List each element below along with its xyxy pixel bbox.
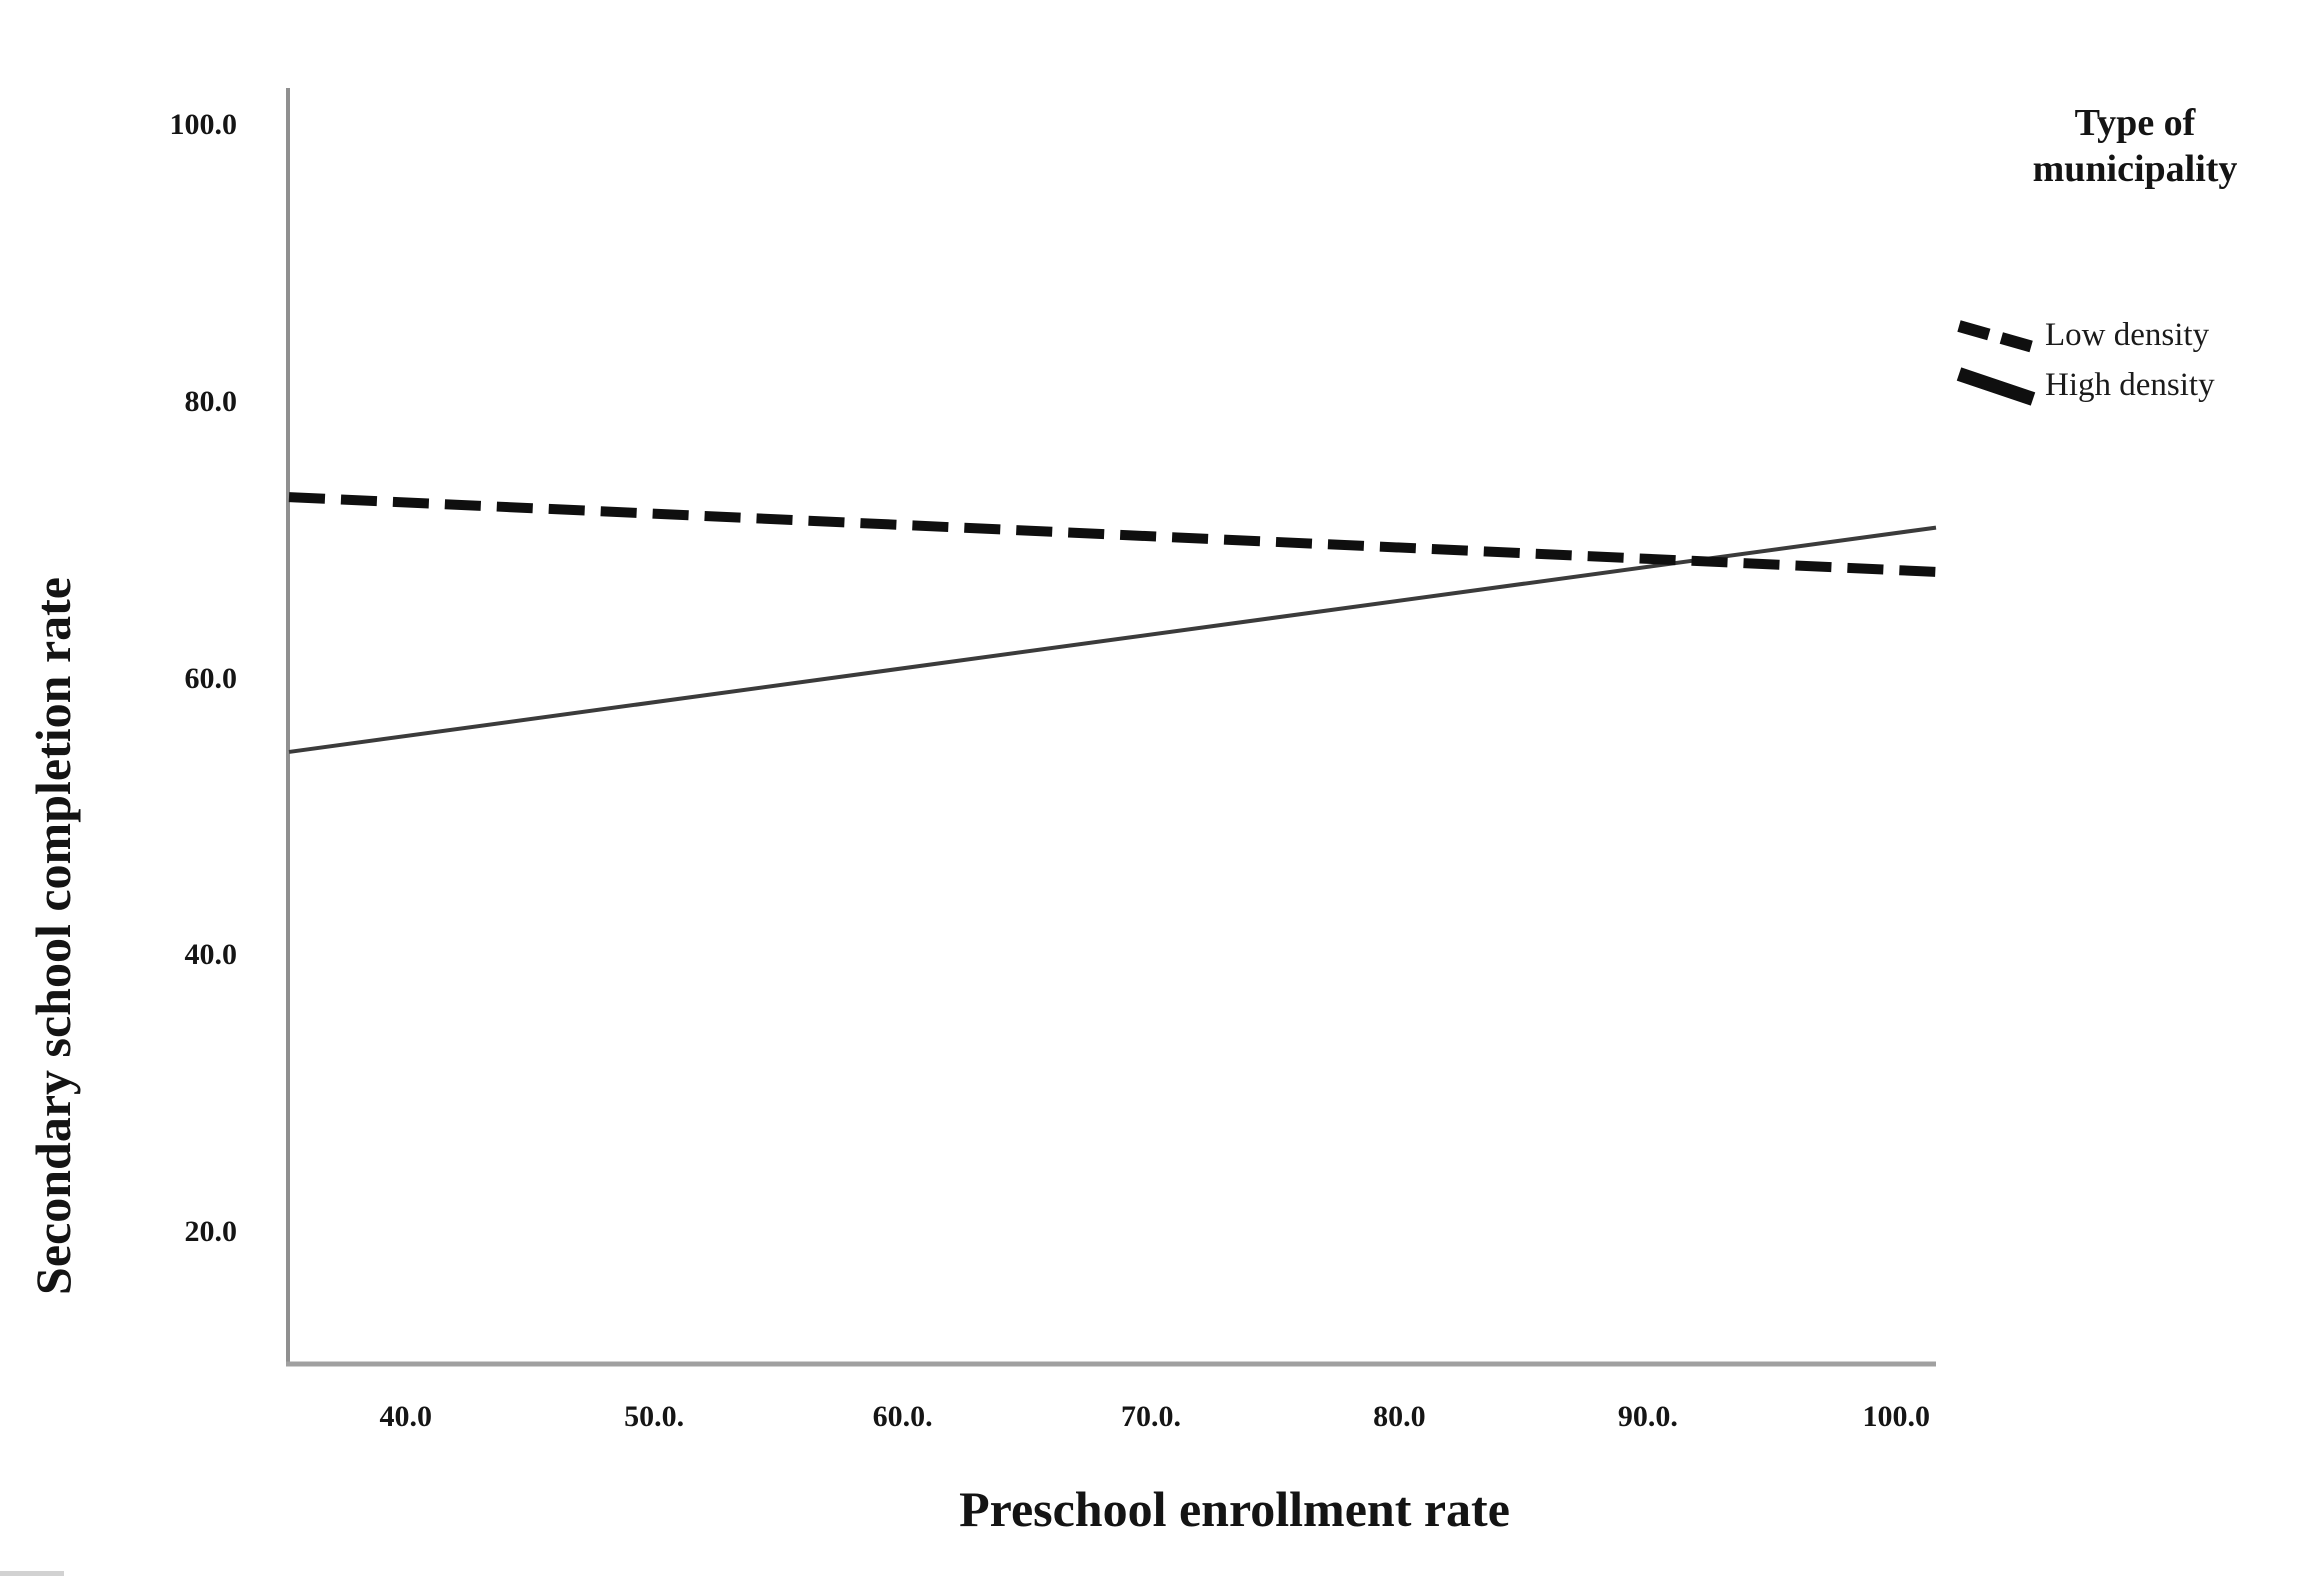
- x-tick-label: 40.0: [379, 1400, 433, 1433]
- legend-item-low-density: Low density: [1955, 311, 2315, 361]
- x-tick-label: 80.0: [1373, 1400, 1426, 1433]
- scan-artifact: [0, 1571, 64, 1576]
- x-tick-label: 90.0.: [1617, 1400, 1678, 1433]
- y-axis-title: Secondary school completion rate: [25, 577, 81, 1295]
- legend-item-high-density: High density: [1955, 361, 2315, 411]
- x-tick-label: 50.0.: [624, 1400, 685, 1433]
- series-line-low-density: [288, 492, 1937, 577]
- x-tick-label: 70.0.: [1121, 1400, 1181, 1433]
- legend-title: Type of municipality: [2032, 102, 2238, 191]
- legend-label-low-density: Low density: [2045, 317, 2210, 354]
- solid-line-swatch-icon: [1956, 367, 2036, 406]
- y-tick-label: 80.0: [184, 384, 238, 418]
- legend-entries: Low density High density: [1955, 311, 2315, 411]
- y-tick-label: 60.0: [184, 661, 238, 695]
- y-tick-label: 20.0: [184, 1215, 238, 1249]
- dashed-line-swatch-icon: [1957, 319, 2035, 353]
- x-tick-label: 100.0: [1862, 1400, 1931, 1433]
- legend: Type of municipality Low density High de…: [1955, 100, 2315, 411]
- x-axis-title: Preschool enrollment rate: [959, 1481, 1510, 1537]
- x-tick-label: 60.0.: [872, 1400, 933, 1433]
- y-tick-label: 100.0: [169, 107, 238, 141]
- series-line-high-density: [288, 525, 1937, 754]
- legend-label-high-density: High density: [2045, 367, 2215, 404]
- y-tick-label: 40.0: [184, 938, 238, 972]
